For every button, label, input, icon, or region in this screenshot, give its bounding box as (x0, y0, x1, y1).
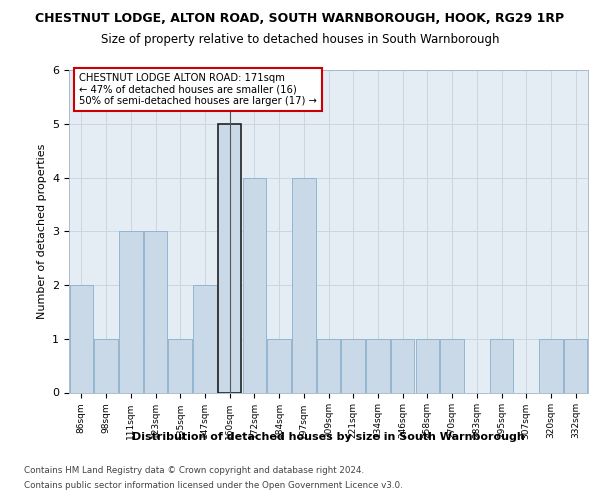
Bar (564, 339, 587, 392)
Bar (341, 339, 365, 392)
Bar (440, 339, 464, 392)
Bar (416, 339, 439, 392)
Text: CHESTNUT LODGE ALTON ROAD: 171sqm
← 47% of detached houses are smaller (16)
50% : CHESTNUT LODGE ALTON ROAD: 171sqm ← 47% … (79, 73, 317, 106)
Text: Contains HM Land Registry data © Crown copyright and database right 2024.: Contains HM Land Registry data © Crown c… (24, 466, 364, 475)
Bar (366, 339, 389, 392)
Text: Distribution of detached houses by size in South Warnborough: Distribution of detached houses by size … (133, 432, 525, 442)
Bar (70, 285, 93, 393)
Bar (391, 339, 415, 392)
Y-axis label: Number of detached properties: Number of detached properties (37, 144, 47, 319)
Bar (317, 339, 340, 392)
Text: Contains public sector information licensed under the Open Government Licence v3: Contains public sector information licen… (24, 481, 403, 490)
Bar (539, 339, 563, 392)
Bar (94, 339, 118, 392)
Text: Size of property relative to detached houses in South Warnborough: Size of property relative to detached ho… (101, 32, 499, 46)
Bar (268, 339, 291, 392)
Bar (490, 339, 513, 392)
Bar (169, 339, 192, 392)
Bar (292, 178, 316, 392)
Bar (193, 285, 217, 393)
Bar (144, 231, 167, 392)
Bar (119, 231, 143, 392)
Text: CHESTNUT LODGE, ALTON ROAD, SOUTH WARNBOROUGH, HOOK, RG29 1RP: CHESTNUT LODGE, ALTON ROAD, SOUTH WARNBO… (35, 12, 565, 26)
Bar (242, 178, 266, 392)
Bar (218, 124, 241, 392)
